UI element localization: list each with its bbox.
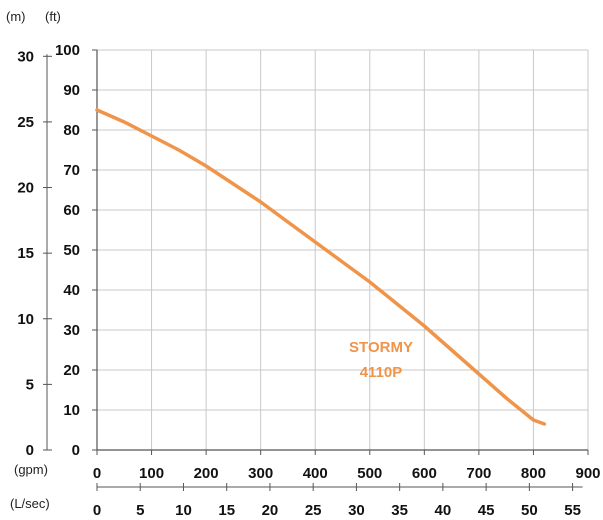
lsec-tick-label: 40 [435, 502, 452, 519]
gpm-unit-label: (gpm) [14, 462, 48, 477]
y-tick-label-ft: 40 [63, 282, 80, 299]
y-tick-label-ft: 70 [63, 162, 80, 179]
y-tick-label-ft: 80 [63, 122, 80, 139]
series-label-line2: 4110P [360, 364, 403, 381]
lsec-tick-label: 45 [478, 502, 495, 519]
tick-labels: 0 100 200 300 400 500 600 700 800 900010203040506… [17, 42, 600, 519]
lsec-tick-label: 55 [564, 502, 581, 519]
lsec-tick-label: 30 [348, 502, 365, 519]
series-line-stormy-4110p [95, 108, 547, 426]
lsec-tick-label: 5 [136, 502, 144, 519]
lsec-unit-label: (L/sec) [10, 496, 50, 511]
y-tick-label-ft: 10 [63, 402, 80, 419]
y-tick-label-ft: 0 [72, 442, 80, 459]
y-tick-label-ft: 100 [55, 42, 80, 59]
x-tick-label-gpm: 700 [466, 465, 491, 482]
lsec-tick-label: 0 [93, 502, 101, 519]
x-tick-label-gpm: 500 [357, 465, 382, 482]
plot-grid [97, 49, 589, 450]
x-tick-label-gpm: 200 [194, 465, 219, 482]
lsec-tick-label: 25 [305, 502, 322, 519]
y-tick-label-ft: 30 [63, 322, 80, 339]
y-tick-label-m: 10 [17, 311, 34, 328]
y-tick-label-m: 20 [17, 180, 34, 197]
lsec-tick-label: 35 [391, 502, 408, 519]
feet-unit-label: (ft) [45, 9, 61, 24]
y-tick-label-ft: 90 [63, 82, 80, 99]
x-tick-label-gpm: 800 [521, 465, 546, 482]
y-tick-label-ft: 20 [63, 362, 80, 379]
lsec-tick-label: 15 [218, 502, 235, 519]
lsec-tick-label: 10 [175, 502, 192, 519]
lsec-tick-label: 20 [262, 502, 279, 519]
y-tick-label-ft: 50 [63, 242, 80, 259]
x-tick-label-gpm: 0 [93, 465, 101, 482]
x-tick-label-gpm: 100 [139, 465, 164, 482]
y-tick-label-m: 5 [26, 376, 34, 393]
series-label-line1: STORMY [349, 339, 413, 356]
y-tick-label-m: 30 [17, 48, 34, 65]
x-tick-label-gpm: 900 [575, 465, 600, 482]
plot-axes [43, 49, 589, 491]
y-tick-label-m: 0 [26, 442, 34, 459]
x-tick-label-gpm: 600 [412, 465, 437, 482]
y-tick-label-ft: 60 [63, 202, 80, 219]
x-tick-label-gpm: 300 [248, 465, 273, 482]
meters-unit-label: (m) [6, 9, 26, 24]
y-tick-label-m: 15 [17, 245, 34, 262]
data-series [95, 108, 547, 426]
x-tick-label-gpm: 400 [303, 465, 328, 482]
lsec-tick-label: 50 [521, 502, 538, 519]
y-tick-label-m: 25 [17, 114, 34, 131]
